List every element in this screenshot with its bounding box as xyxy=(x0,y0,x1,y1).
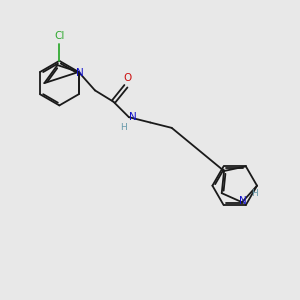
Text: Cl: Cl xyxy=(54,31,64,41)
Text: H: H xyxy=(251,189,258,198)
Text: O: O xyxy=(123,73,131,83)
Text: N: N xyxy=(76,68,84,79)
Text: N: N xyxy=(129,112,136,122)
Text: H: H xyxy=(120,123,127,132)
Text: N: N xyxy=(239,196,247,206)
